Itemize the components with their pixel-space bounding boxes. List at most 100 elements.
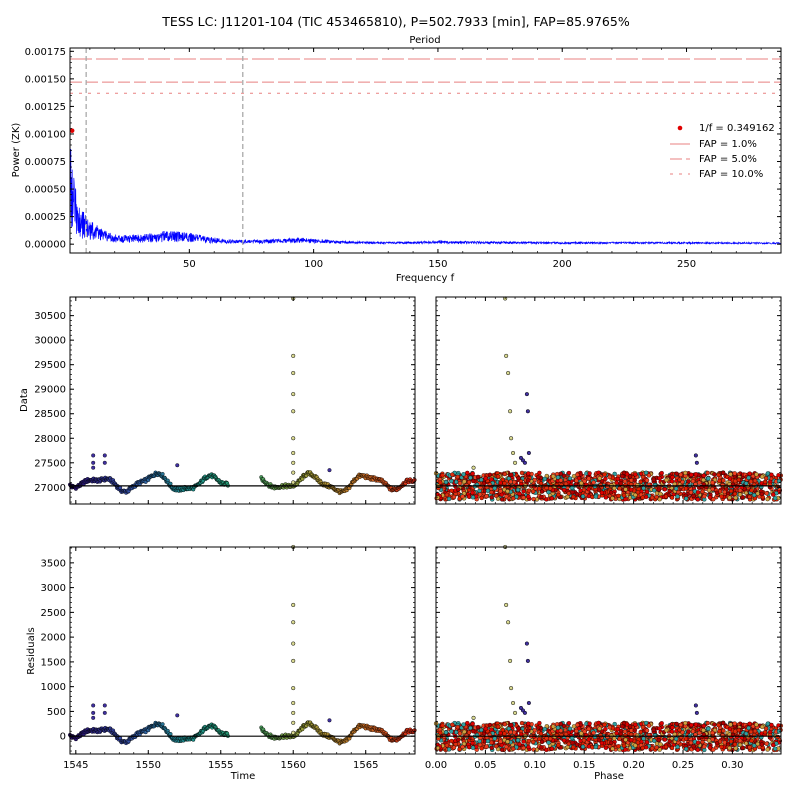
phase-outlier	[508, 658, 513, 663]
phase-outlier	[694, 460, 699, 465]
phase-point	[747, 745, 752, 750]
phase-point	[744, 481, 749, 486]
periodogram-line	[69, 148, 782, 246]
phase-point	[586, 726, 591, 732]
phase-point	[719, 494, 724, 499]
phase-point	[471, 478, 476, 484]
p-dt-data-ytick-label: 28000	[34, 434, 66, 445]
periodogram-xtick-label: 50	[183, 259, 196, 270]
phase-point	[450, 722, 455, 727]
phase-point	[678, 722, 683, 728]
phase-point	[475, 474, 481, 480]
flare-point	[291, 436, 296, 441]
phase-point	[714, 741, 720, 746]
phase-point	[548, 486, 553, 491]
phase-point	[752, 743, 757, 748]
p-rt-data-ytick-label: 3500	[41, 558, 66, 569]
phase-point	[597, 476, 602, 481]
phase-point	[749, 738, 754, 743]
phase-point	[571, 474, 577, 479]
phase-point	[587, 721, 592, 726]
flare-point	[291, 602, 296, 607]
p-dt-data-ytick-label: 27000	[34, 483, 66, 494]
flare-point	[291, 720, 296, 725]
phase-point	[609, 490, 614, 495]
phase-point	[457, 731, 463, 736]
phase-point	[521, 739, 526, 744]
phase-point	[536, 474, 541, 480]
phase-point	[717, 478, 722, 484]
phase-point	[526, 478, 531, 483]
phase-point	[499, 743, 504, 748]
phase-point	[689, 472, 694, 477]
phase-point	[581, 487, 587, 493]
phase-point	[629, 737, 634, 743]
phase-point	[444, 743, 450, 748]
phase-point	[674, 736, 679, 742]
flare-point	[291, 392, 296, 397]
phase-point	[546, 740, 551, 745]
flare-point	[291, 620, 296, 625]
phase-point	[477, 492, 483, 497]
phase-outlier	[509, 686, 514, 691]
p-rt-data-frame	[69, 546, 416, 755]
p-dt-data-ytick-label: 28500	[34, 409, 66, 420]
phase-point	[505, 739, 510, 744]
phase-point	[537, 736, 542, 742]
phase-point	[652, 488, 657, 493]
phase-point	[471, 729, 476, 734]
phase-point	[462, 729, 467, 734]
periodogram-series	[69, 48, 782, 253]
phase-point	[484, 494, 489, 499]
phase-point	[455, 474, 460, 480]
phase-point	[449, 729, 454, 734]
phase-point	[695, 747, 700, 752]
phase-point	[496, 724, 501, 729]
phase-point	[556, 492, 561, 498]
phase-outlier	[508, 409, 513, 414]
phase-point	[674, 486, 679, 491]
phase-point	[733, 478, 738, 484]
phase-point	[641, 736, 646, 741]
phase-point	[669, 495, 675, 500]
phase-point	[747, 721, 752, 726]
phase-point	[765, 747, 770, 752]
phase-point	[740, 495, 745, 500]
p-dt-data-frame	[69, 296, 416, 505]
phase-point	[616, 744, 621, 749]
phase-point	[644, 728, 650, 733]
p-rt-data-ytick-label: 0	[60, 732, 66, 743]
phase-point	[544, 485, 549, 491]
periodogram-xtick-label: 200	[553, 259, 572, 270]
phase-point	[599, 478, 605, 484]
phase-point	[706, 476, 711, 481]
phase-point	[658, 491, 663, 497]
phase-point	[624, 722, 630, 727]
phase-point	[502, 722, 508, 727]
periodogram-xtick-label: 150	[428, 259, 447, 270]
phase-point	[632, 478, 637, 483]
phase-point	[737, 492, 743, 497]
outlier-point	[91, 715, 96, 720]
p-rt-data-ytick-label: 1000	[41, 682, 66, 693]
phase-point	[438, 480, 443, 485]
periodogram-ytick-label: 0.00025	[25, 212, 66, 223]
phase-point	[470, 490, 475, 495]
p-rp-data-xtick-label: 0.05	[474, 760, 496, 771]
phase-point	[566, 721, 572, 726]
phase-point	[705, 470, 710, 476]
phase-point	[489, 740, 494, 745]
data-time-points	[67, 296, 417, 496]
p-rp-data-xtick-label: 0.25	[672, 760, 694, 771]
phase-point	[771, 492, 776, 497]
phase-point	[492, 736, 497, 741]
flare-point	[291, 686, 296, 691]
phase-point	[470, 721, 475, 726]
phase-point	[697, 730, 702, 736]
phase-point	[587, 471, 592, 476]
phase-point	[544, 736, 549, 741]
phase-point	[498, 730, 503, 736]
phase-point	[558, 728, 563, 733]
phase-point	[602, 722, 607, 727]
phase-outlier	[526, 450, 531, 456]
